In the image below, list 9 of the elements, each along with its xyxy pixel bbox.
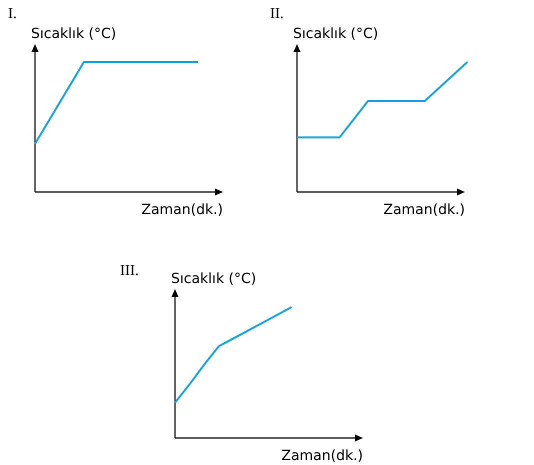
y-axis-title: Sıcaklık (°C) <box>31 26 116 42</box>
chart-title: I. <box>8 6 17 22</box>
x-axis-title: Zaman(dk.) <box>383 202 465 218</box>
y-axis-title: Sıcaklık (°C) <box>171 271 256 287</box>
x-axis-title: Zaman(dk.) <box>141 202 223 218</box>
x-axis-title: Zaman(dk.) <box>281 448 363 464</box>
y-axis-title: Sıcaklık (°C) <box>293 26 378 42</box>
chart-title: III. <box>120 263 139 279</box>
chart-title: II. <box>270 6 284 22</box>
